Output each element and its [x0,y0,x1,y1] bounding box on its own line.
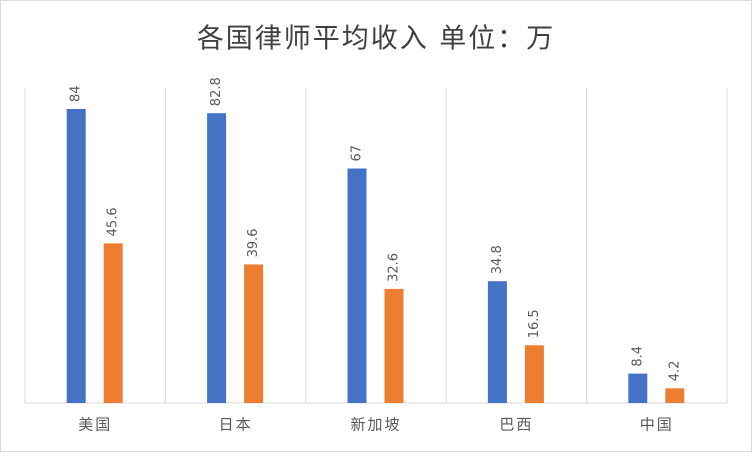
x-tick-label: 中国 [640,416,674,434]
data-label: 82.8 [209,77,224,106]
data-label: 32.6 [387,253,402,282]
x-tick-label: 巴西 [499,416,533,434]
data-label: 8.4 [630,346,645,367]
bar [628,373,648,403]
x-tick-label: 日本 [219,416,253,434]
data-label: 45.6 [106,207,121,236]
bar [384,288,404,403]
data-label: 67 [350,145,365,162]
bar [103,243,123,403]
bar [207,113,227,403]
chart-title: 各国律师平均收入 单位：万 [197,24,556,55]
bar [347,168,367,403]
bar [665,388,685,403]
data-label: 4.2 [667,361,682,382]
bar [487,281,507,403]
bar [524,345,544,403]
x-tick-label: 美国 [78,416,112,434]
x-tick-label: 新加坡 [350,416,401,434]
data-label: 84 [69,85,84,102]
data-label: 39.6 [246,228,261,257]
data-label: 16.5 [527,309,542,338]
bar [66,109,86,403]
bar [244,264,264,403]
data-label: 34.8 [490,245,505,274]
